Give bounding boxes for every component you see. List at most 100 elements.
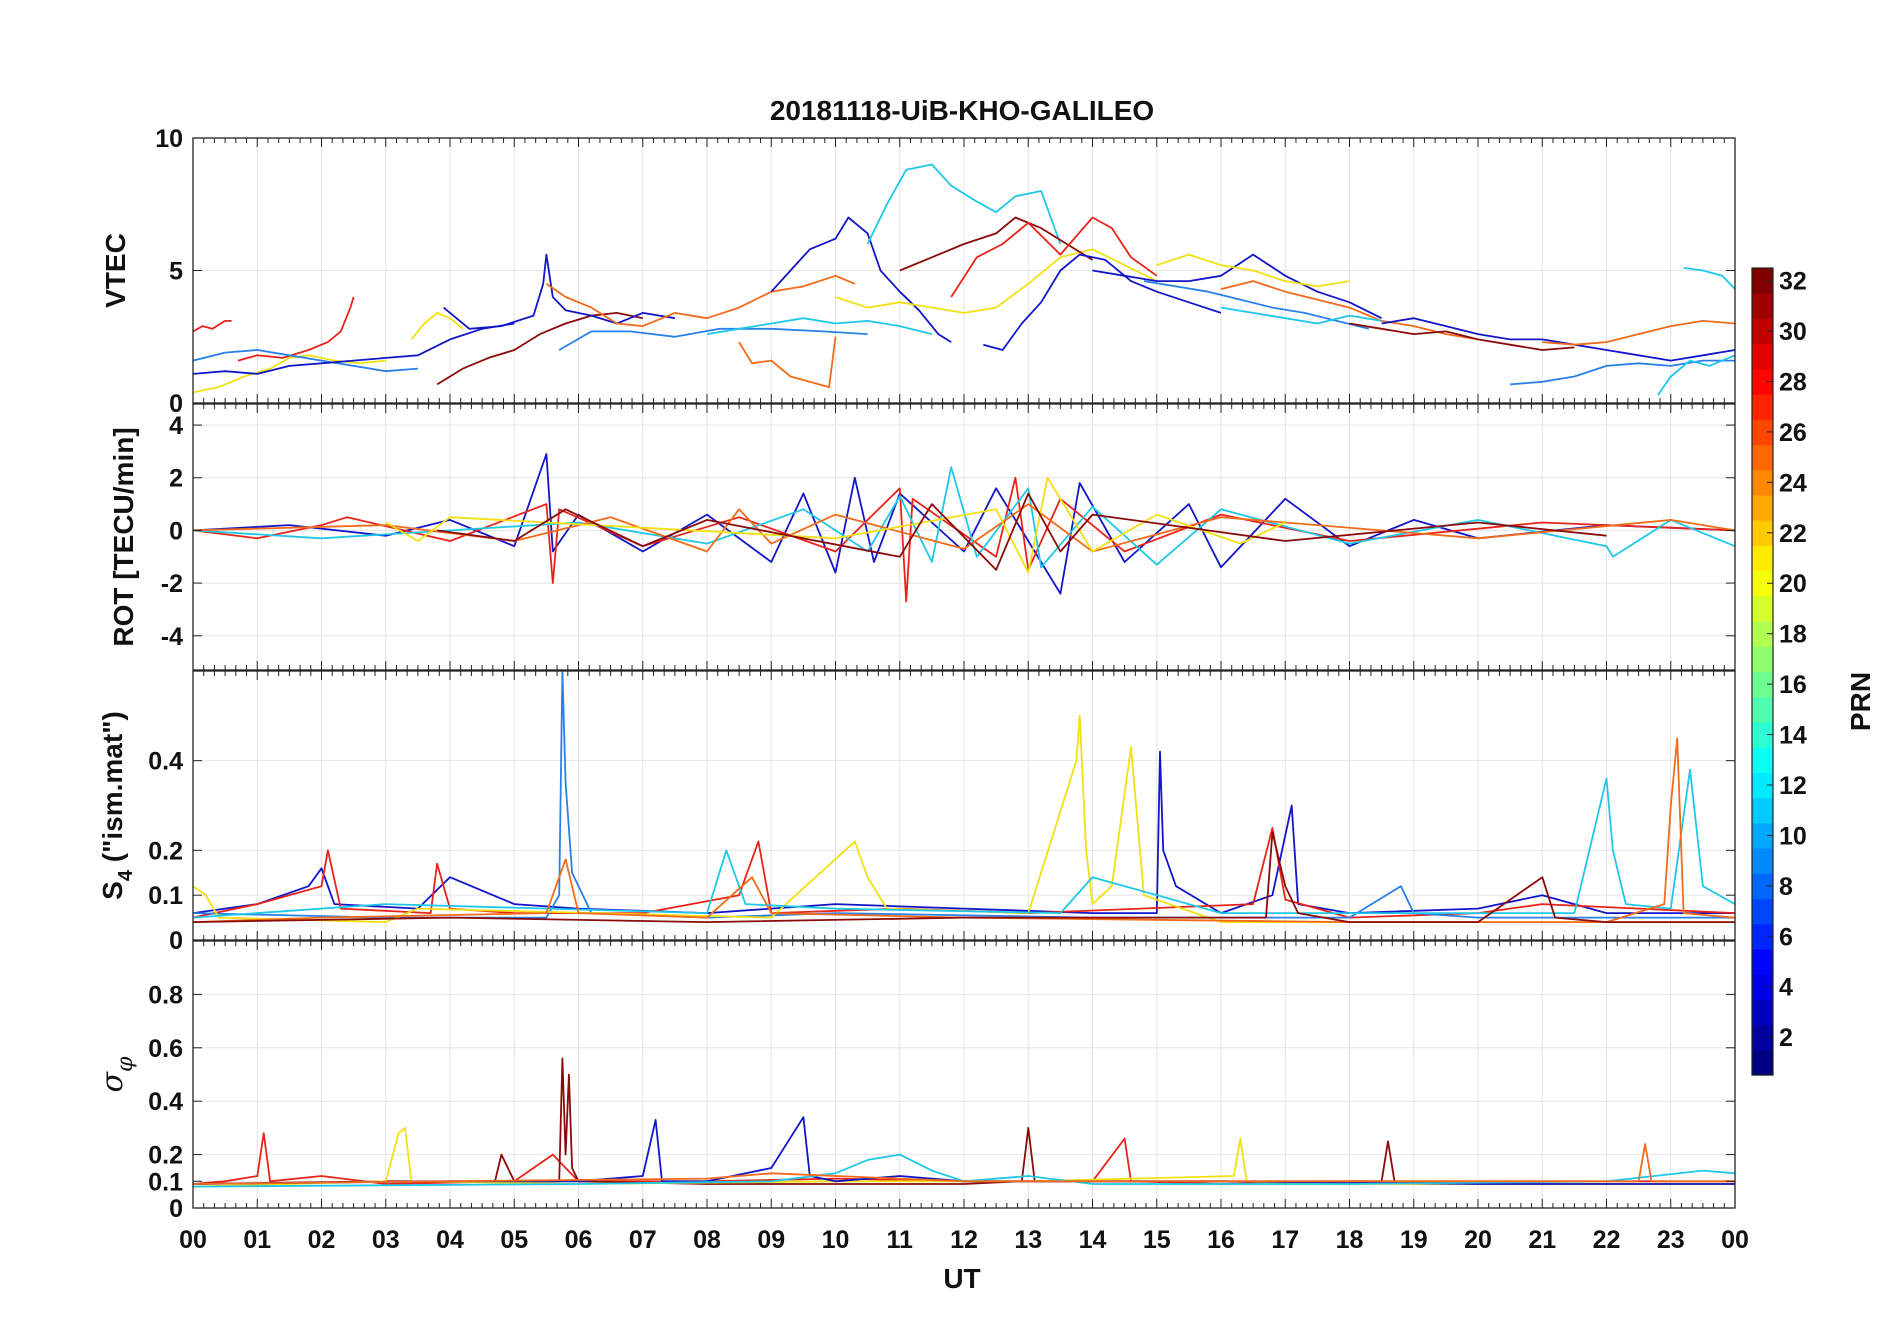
x-tick-label: 17: [1271, 1226, 1299, 1254]
series-line-6: [193, 1143, 1735, 1185]
colorbar-tick-label: 10: [1779, 822, 1807, 850]
x-tick-label: 06: [565, 1226, 593, 1254]
series-line-27: [1510, 359, 1735, 386]
series-line-7: [193, 831, 1735, 923]
x-ticks: [192, 138, 1736, 403]
colorbar-band: [1752, 570, 1773, 597]
y-tick-label: -4: [161, 623, 183, 651]
series-line-23: [1220, 306, 1382, 325]
colorbar-band: [1752, 444, 1773, 471]
colorbar-band: [1752, 923, 1773, 950]
y-axis: 0 0.1 0.2 0.4: [148, 748, 1735, 955]
colorbar-band: [1752, 1024, 1773, 1051]
x-ticks: [192, 671, 1736, 940]
y-tick-label: 0.1: [148, 882, 183, 910]
series-line-2: [237, 296, 355, 362]
series-line-2: [193, 827, 1735, 919]
colorbar-tick-label: 28: [1779, 368, 1807, 396]
series-line-13: [770, 216, 952, 343]
y-tick-label: 0.8: [148, 981, 183, 1009]
colorbar-band: [1752, 343, 1773, 370]
x-tick-label: 13: [1014, 1226, 1042, 1254]
series-group: [193, 1057, 1735, 1188]
series-line-24: [1349, 322, 1575, 351]
y-tick-label: 0.4: [148, 1088, 183, 1116]
colorbar-band: [1752, 621, 1773, 647]
y-tick-label: 2: [169, 465, 183, 493]
series-line-4: [193, 349, 418, 373]
colorbar-band: [1752, 747, 1773, 773]
x-tick-label: 22: [1593, 1226, 1621, 1254]
x-axis: 00 01 02 03 04 05 06 07 08 09 10 11 12 13 14 15 16 17 18 19…: [179, 1226, 1749, 1254]
series-line-5: [385, 476, 1286, 574]
y-axis: 0 5 10: [155, 125, 1735, 418]
colorbar-tick-label: 12: [1779, 772, 1807, 800]
panel-1: 0 5 10 VTEC: [100, 125, 1736, 418]
series-line-15: [835, 248, 1158, 314]
colorbar-tick-label: 32: [1779, 268, 1807, 296]
series-line-12: [706, 317, 933, 335]
panel-4: 00.10.2 0.4 0.6 0.8 σφ: [95, 940, 1736, 1223]
colorbar-band: [1752, 494, 1773, 521]
series-line-5: [193, 322, 515, 375]
series-line-28: [1657, 354, 1735, 396]
y-axis: 00.10.2 0.4 0.6 0.8: [148, 981, 1735, 1223]
series-group: [193, 163, 1735, 396]
colorbar-band: [1752, 268, 1773, 294]
x-tick-label: 01: [243, 1226, 271, 1254]
series-line-6: [410, 311, 464, 340]
colorbar-tick-label: 18: [1779, 621, 1807, 649]
colorbar-band: [1752, 974, 1773, 1000]
y-tick-label: 0: [169, 927, 183, 955]
x-tick-label: 23: [1657, 1226, 1685, 1254]
x-tick-label: 07: [629, 1226, 657, 1254]
colorbar-band: [1752, 1049, 1773, 1076]
series-line-19: [1092, 253, 1382, 320]
y-tick-label: -2: [161, 570, 183, 598]
colorbar-tick-label: 20: [1779, 570, 1807, 598]
x-ticks: [192, 404, 1736, 670]
y-axis-label: VTEC: [100, 233, 131, 308]
series-line-25: [1381, 317, 1735, 362]
x-tick-label: 16: [1207, 1226, 1235, 1254]
y-tick-label: 0.2: [148, 837, 183, 865]
y-tick-label: 0: [169, 1195, 183, 1223]
x-tick-label: 18: [1336, 1226, 1364, 1254]
colorbar-band: [1752, 721, 1773, 748]
series-line-1: [193, 319, 232, 333]
series-line-10: [558, 327, 868, 351]
colorbar-band: [1752, 671, 1773, 698]
x-tick-label: 05: [500, 1226, 528, 1254]
series-line-7: [436, 311, 643, 386]
series-line-6: [193, 737, 1735, 923]
colorbar-band: [1752, 646, 1773, 673]
colorbar-tick-label: 2: [1779, 1024, 1793, 1052]
colorbar-band: [1752, 368, 1773, 395]
series-line-9: [545, 274, 856, 328]
colorbar-band: [1752, 394, 1773, 420]
x-tick-label: 09: [757, 1226, 785, 1254]
colorbar-band: [1752, 772, 1773, 799]
y-tick-label: 0.1: [148, 1168, 183, 1196]
series-line-21: [1156, 253, 1350, 288]
x-tick-label: 12: [950, 1226, 978, 1254]
series-group: [193, 453, 1735, 603]
series-line-1: [193, 453, 1735, 595]
colorbar-tick-label: 14: [1779, 722, 1807, 750]
colorbar-band: [1752, 822, 1773, 849]
series-line-16: [899, 216, 1093, 272]
x-tick-label: 00: [179, 1226, 207, 1254]
y-axis: -4 -2 0 2 4: [161, 412, 1735, 651]
colorbar-band: [1752, 419, 1773, 446]
y-tick-label: 4: [169, 412, 183, 440]
x-tick-label: 00: [1721, 1226, 1749, 1254]
chart-title: 20181118-UiB-KHO-GALILEO: [770, 95, 1154, 126]
colorbar-tick-label: 30: [1779, 318, 1807, 346]
x-tick-label: 15: [1143, 1226, 1171, 1254]
y-tick-label: 0: [169, 390, 183, 418]
series-line-29: [1683, 267, 1735, 290]
x-tick-label: 21: [1528, 1226, 1556, 1254]
grid: [193, 404, 1735, 670]
x-tick-label: 02: [308, 1226, 336, 1254]
